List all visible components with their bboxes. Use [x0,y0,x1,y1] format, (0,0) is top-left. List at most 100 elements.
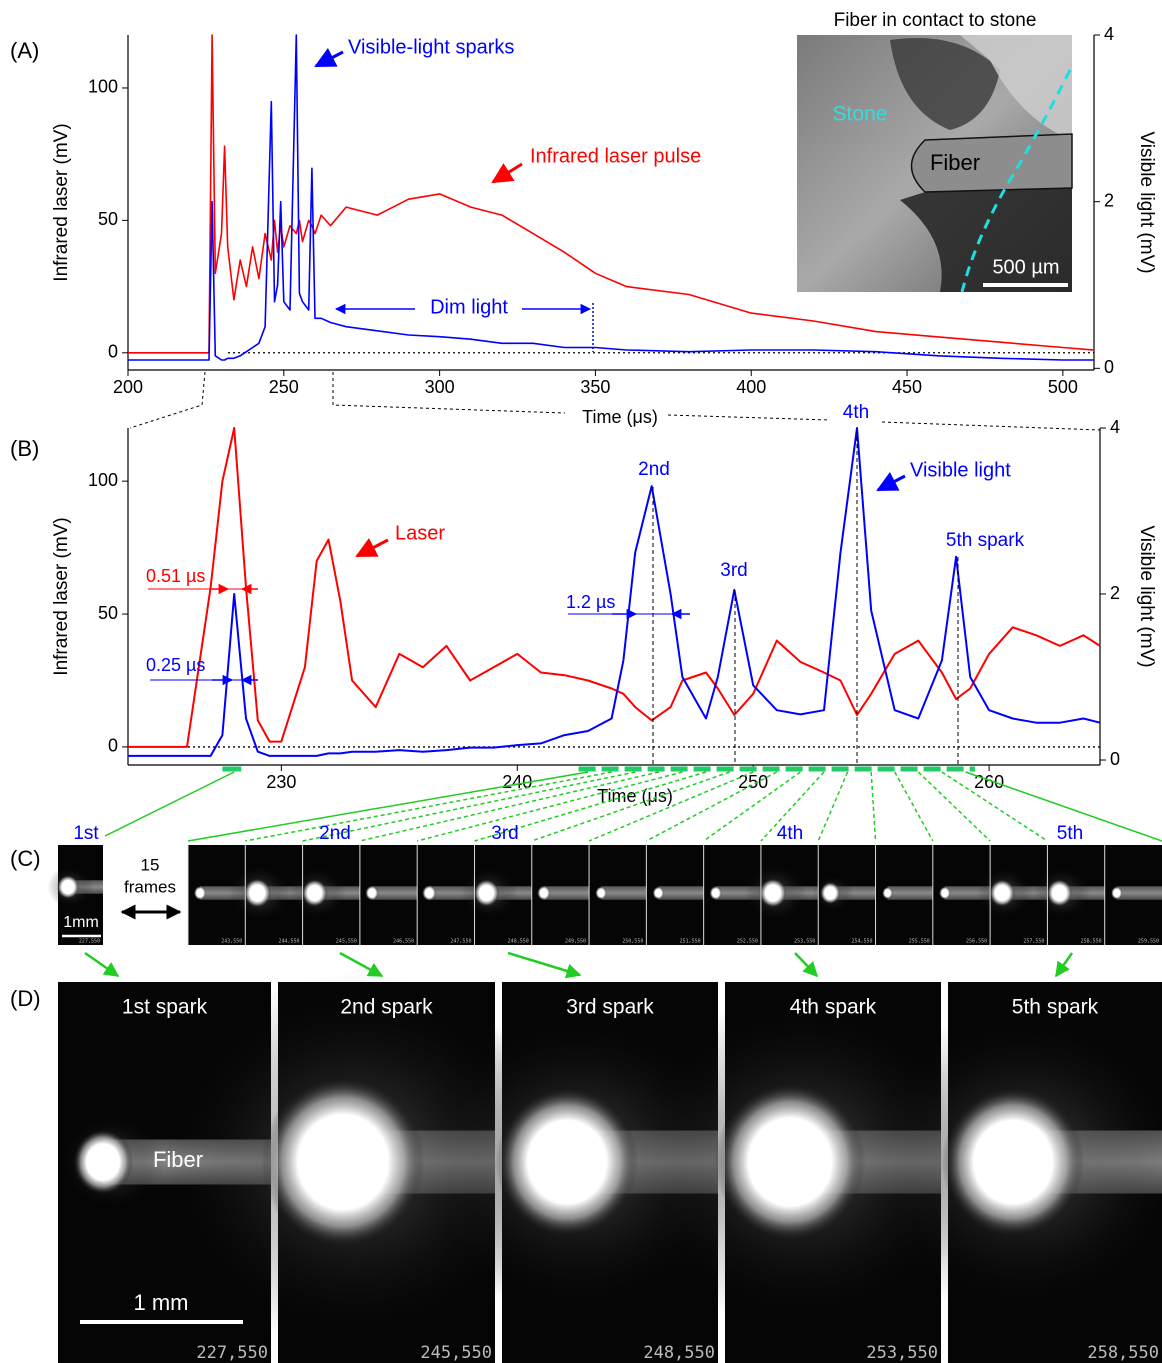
spark-glow [421,884,437,902]
spark-title: 5th spark [1012,996,1099,1019]
frame-connector [245,771,612,842]
frame-connector [870,771,877,842]
panel-label: (D) [10,986,41,1011]
frame-time: 259,550 [1138,939,1159,945]
annotation-arrow [876,471,906,492]
frame-scale-label: 1mm [63,914,99,931]
spark-glow [73,1129,133,1195]
y2-tick-label: 4 [1110,417,1120,437]
frame-time: 255,550 [909,939,930,945]
link-arrow [339,951,384,978]
spark-glow [261,1075,425,1249]
annotation: Visible light [910,459,1011,481]
fiber-body [1116,886,1162,900]
x-tick-label: 300 [425,377,455,397]
x-tick-label: 200 [113,377,143,397]
annotation-arrow [355,538,389,558]
x-axis-label: Time (μs) [582,407,658,427]
spark-glow [193,885,207,901]
inset-texture [890,38,1000,130]
y-tick-label: 50 [98,603,118,623]
x-tick-label: 250 [269,377,299,397]
x-tick-label: 500 [1048,377,1078,397]
frame-connector [416,771,683,842]
frame-time: 244,550 [279,939,300,945]
y-axis-label: Infrared laser (mV) [51,517,72,675]
frame-time: 258,550 [1087,1343,1159,1363]
x-tick-label: 230 [266,772,296,792]
gap-label: frames [124,877,176,896]
y2-tick-label: 2 [1104,190,1114,210]
series-line [128,34,1095,354]
spark-glow [1110,886,1123,900]
y-tick-label: 0 [108,736,118,756]
frame-time: 243,550 [221,939,242,945]
y2-axis-label: Visible light (mV) [1136,525,1157,667]
frame-time: 227,550 [196,1343,268,1363]
annotation: 5th spark [946,530,1025,551]
spark-title: 3rd spark [566,996,654,1019]
frame-time: 257,550 [1023,939,1044,945]
spark-label: 2nd [319,823,351,844]
spark-title: 1st spark [122,996,208,1019]
annotation: Infrared laser pulse [530,145,701,167]
frame-time: 254,550 [851,939,872,945]
inset-fiber [910,133,1073,193]
frame-time: 253,550 [794,939,815,945]
frame-time: 258,550 [1081,939,1102,945]
spark-glow [941,1086,1085,1238]
spark-scale-label: 1 mm [134,1290,189,1315]
inset-scale-label: 500 µm [992,256,1059,278]
spark-glow [56,874,80,900]
frame-time: 251,550 [680,939,701,945]
inset-texture [960,35,1072,140]
inset-label: Stone [833,103,888,126]
spark-glow [652,886,665,900]
frame-connector [302,771,636,842]
spark-glow [537,885,551,901]
link-arrow [794,952,819,978]
frame-time: 250,550 [622,939,643,945]
spark-image: 254,550 [812,845,876,945]
y-tick-label: 0 [108,342,118,362]
label-bg [565,406,675,430]
y2-axis-label: Visible light (mV) [1136,131,1157,273]
link-arrow [1054,952,1074,978]
series-line [128,427,1101,757]
inset-label: Fiber [930,150,980,175]
frame-time: 253,550 [866,1343,938,1363]
frame-connector [474,771,707,842]
frame-time: 227,550 [79,939,100,945]
inset-texture [900,170,1072,292]
y2-tick-label: 4 [1104,24,1114,44]
spark-image: 259,550 [1104,845,1162,945]
x-axis-label: Time (μs) [597,786,673,806]
fiber-body [543,886,590,900]
link-arrow [84,951,120,978]
spark-image: 255,550 [875,845,933,945]
frame-connector [917,771,991,842]
fiber-body [658,886,704,900]
spark-glow [989,879,1016,907]
link-arrow [507,951,582,979]
y2-tick-label: 2 [1110,583,1120,603]
frame-time: 249,550 [565,939,586,945]
spark-glow [1046,879,1073,907]
frame-time: 246,550 [393,939,414,945]
spark-glow [714,1082,866,1242]
frame-connector [941,771,1048,842]
stone-boundary [960,69,1072,293]
spark-glow [365,885,379,901]
zoom-line [881,421,1101,431]
frame-connector [817,771,849,842]
gap-label: 15 [141,855,160,874]
y-tick-label: 100 [88,77,118,97]
spark-image: 249,550 [531,845,590,945]
annotation: 4th [843,402,869,423]
annotation-arrow [314,47,344,68]
spark-image: 227,550 [47,845,103,945]
frame-connector [703,771,801,842]
x-tick-label: 250 [738,772,768,792]
spark-image: 250,550 [589,845,647,945]
